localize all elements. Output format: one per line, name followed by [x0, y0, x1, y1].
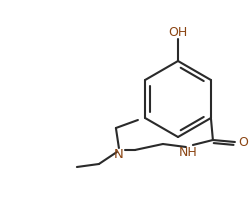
Text: OH: OH	[168, 26, 187, 39]
Text: NH: NH	[178, 146, 197, 159]
Text: N: N	[114, 148, 123, 161]
Text: O: O	[237, 136, 247, 149]
